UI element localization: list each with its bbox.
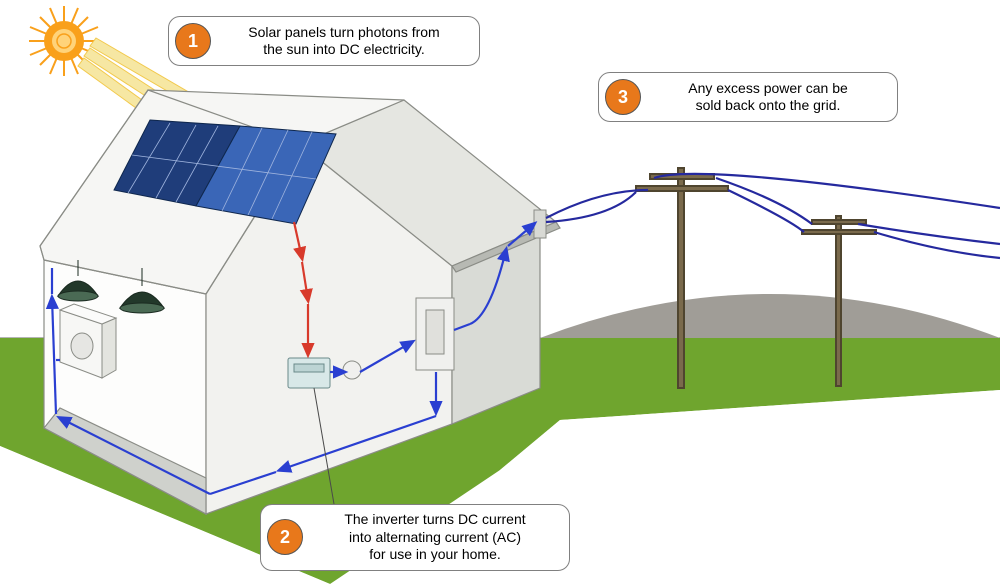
inverter-icon	[288, 358, 330, 388]
callout-3-text: Any excess power can be sold back onto t…	[653, 80, 883, 115]
callout-1: 1 Solar panels turn photons from the sun…	[168, 16, 480, 66]
callout-3: 3 Any excess power can be sold back onto…	[598, 72, 898, 122]
wire-grid	[546, 174, 1000, 258]
callout-1-badge: 1	[175, 23, 211, 59]
callout-2-text: The inverter turns DC current into alter…	[315, 511, 555, 564]
callout-2-badge: 2	[267, 519, 303, 555]
callout-1-text: Solar panels turn photons from the sun i…	[223, 24, 465, 59]
callout-2: 2 The inverter turns DC current into alt…	[260, 504, 570, 571]
panel-icon	[416, 298, 454, 370]
callout-3-badge: 3	[605, 79, 641, 115]
utility-meter	[534, 210, 546, 238]
